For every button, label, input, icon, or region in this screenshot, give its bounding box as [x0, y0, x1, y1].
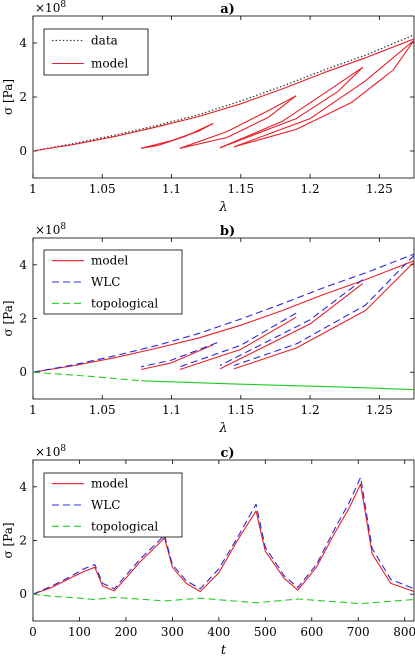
y-exponent-power: 8	[60, 444, 66, 454]
series-line	[33, 38, 414, 152]
x-tick-label: 800	[393, 625, 415, 639]
x-tick-label: 0	[29, 625, 37, 639]
series-line	[33, 371, 142, 382]
x-tick-label: 600	[300, 625, 323, 639]
x-tick-label: 1.25	[366, 403, 393, 417]
legend-label: topological	[91, 519, 158, 533]
y-tick-label: 4	[19, 36, 27, 50]
y-exponent-power: 8	[60, 222, 66, 232]
y-tick-label: 2	[19, 534, 27, 548]
x-tick-label: 1.2	[301, 182, 320, 196]
x-tick-label: 300	[161, 625, 184, 639]
y-tick-label: 0	[19, 144, 27, 158]
y-exponent-label: ×108	[35, 444, 66, 459]
series-line	[33, 483, 414, 595]
y-axis-label: σ [Pa]	[1, 79, 15, 115]
series-line	[233, 39, 414, 148]
series-line	[179, 95, 297, 149]
x-tick-label: 1	[29, 182, 37, 196]
series-line	[140, 344, 214, 371]
legend-label: WLC	[91, 498, 120, 512]
legend-label: model	[91, 57, 128, 71]
x-tick-label: 1.1	[162, 182, 181, 196]
legend-label: model	[91, 477, 128, 491]
x-tick-label: 100	[68, 625, 91, 639]
series-line	[33, 260, 414, 373]
x-tick-label: 1.25	[366, 182, 393, 196]
x-axis-label: λ	[218, 200, 227, 215]
x-tick-label: 1.15	[227, 182, 254, 196]
y-axis-label: σ [Pa]	[1, 522, 15, 558]
series-line	[219, 283, 364, 370]
y-tick-label: 0	[19, 587, 27, 601]
x-tick-label: 1.05	[89, 403, 116, 417]
legend: model WLC topological	[43, 249, 183, 315]
x-tick-label: 400	[207, 625, 230, 639]
x-tick-label: 200	[114, 625, 137, 639]
x-tick-label: 1	[29, 403, 37, 417]
legend: model WLC topological	[43, 472, 183, 538]
series-line	[233, 39, 414, 148]
series-line	[33, 253, 414, 373]
legend-label: topological	[91, 296, 158, 310]
y-exponent-label: ×108	[35, 222, 66, 237]
series-line	[141, 380, 414, 391]
series-group	[33, 253, 414, 391]
series-line	[140, 123, 214, 149]
series-line	[233, 261, 414, 370]
y-tick-label: 2	[19, 312, 27, 326]
series-line	[219, 279, 364, 366]
legend-label: data	[91, 34, 118, 48]
chart-title: b)	[220, 224, 235, 239]
legend-box	[43, 28, 149, 76]
series-line	[179, 316, 297, 371]
y-exponent-label: ×108	[35, 0, 66, 15]
y-exponent-power: 8	[60, 0, 66, 10]
series-line	[219, 66, 364, 149]
legend-label: WLC	[91, 275, 120, 289]
series-line	[233, 255, 414, 367]
chart-panel: b) ×108 1 1.05 1.1 1.15 1.2 1.25 0 2 4 λ σ [Pa] model…	[1, 222, 415, 436]
series-line	[33, 476, 414, 595]
series-group	[33, 476, 414, 605]
x-tick-label: 1.1	[162, 403, 181, 417]
legend: data model	[43, 28, 149, 76]
x-axis-label: λ	[218, 421, 227, 436]
chart-panel: c) ×108 0 100 200 300 400 500 600 700 800 0 2 4 t σ [Pa…	[1, 444, 415, 658]
x-tick-label: 1.15	[227, 403, 254, 417]
series-line	[219, 66, 364, 149]
x-tick-label: 500	[254, 625, 277, 639]
x-tick-label: 1.2	[301, 403, 320, 417]
series-line	[179, 95, 297, 149]
y-tick-label: 4	[19, 480, 27, 494]
x-tick-label: 1.05	[89, 182, 116, 196]
y-tick-label: 0	[19, 365, 27, 379]
chart-panel: a) ×108 1 1.05 1.1 1.15 1.2 1.25 0 2 4 λ σ [Pa] data m…	[1, 0, 415, 215]
y-tick-label: 4	[19, 258, 27, 272]
series-line	[33, 593, 414, 605]
series-group	[33, 34, 414, 152]
x-tick-label: 700	[347, 625, 370, 639]
y-axis-label: σ [Pa]	[1, 300, 15, 336]
series-line	[140, 342, 218, 368]
chart-title: c)	[220, 446, 234, 461]
series-line	[33, 34, 414, 152]
y-tick-label: 2	[19, 90, 27, 104]
x-axis-label: t	[221, 643, 227, 658]
chart-title: a)	[220, 2, 235, 17]
legend-label: model	[91, 254, 128, 268]
